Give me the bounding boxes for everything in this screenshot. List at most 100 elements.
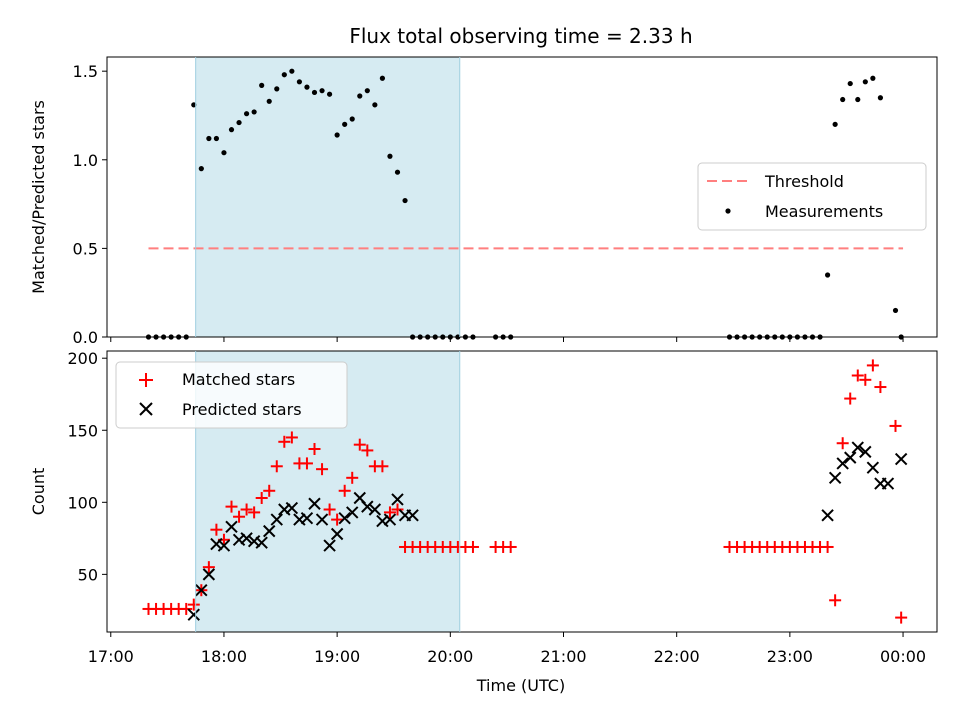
measurement-point [394,169,401,175]
matched-star-point [821,540,834,553]
predicted-star-point [323,539,336,552]
predicted-star-point [338,511,351,525]
y-axis-label-top: Matched/Predicted stars [29,100,48,294]
matched-star-point [285,431,298,444]
predicted-star-point [881,477,895,490]
matched-star-point [353,438,366,451]
matched-star-point [308,442,321,455]
matched-star-point [180,602,193,615]
matched-star-point [361,444,374,457]
x-tick-label: 21:00 [540,647,586,666]
x-tick-label: 22:00 [654,647,700,666]
measurement-point [892,307,899,314]
measurement-point [847,80,853,87]
matched-star-point [383,506,396,519]
predicted-star-point [346,506,359,519]
x-tick-label: 18:00 [201,647,247,666]
predicted-x-b [821,509,834,522]
predicted-star-point [308,497,321,510]
matched-star-point [346,471,359,484]
predicted-x-b [232,533,246,546]
predicted-x-b [255,536,268,549]
predicted-x-b [315,513,329,526]
measurement-point [296,79,303,85]
predicted-star-point [285,501,299,515]
y-tick-label: 0.0 [73,328,98,347]
predicted-x-b [187,608,200,621]
measurement-point [251,109,257,115]
y-tick-label: 0.5 [73,239,98,258]
measurement-point [274,86,280,92]
chart-title: Flux total observing time = 2.33 h [349,24,692,48]
predicted-x-b [866,461,880,474]
legend-box-bottom [115,361,348,429]
predicted-x-b [851,441,864,454]
y-axis-label-bottom: Count [29,468,48,516]
measurement-point [349,116,355,122]
predicted-star-point [300,511,314,525]
matched-star-point [255,491,268,504]
matched-star-point [240,503,253,516]
measurement-point [372,102,378,108]
matched-star-point [300,457,313,470]
predicted-star-point [195,584,208,597]
y-tick-label: 100 [67,493,98,512]
measurement-point [357,93,363,99]
measurement-point [877,95,884,101]
x-axis-label: Time (UTC) [476,676,565,695]
predicted-x-b [293,513,306,526]
predicted-star-point [894,452,908,466]
predicted-x-b [383,513,397,526]
matched-star-point [466,540,479,553]
predicted-star-point [263,524,276,538]
measurement-point [855,96,861,103]
x-tick-label: 00:00 [880,647,926,666]
predicted-x-b [195,584,208,597]
measurement-point [206,135,212,142]
predicted-x-b [202,568,216,581]
matched-star-point [331,513,344,526]
legend-threshold-label: Threshold [764,172,844,191]
matched-star-point [836,437,849,450]
predicted-star-point [866,461,880,474]
measurement-point [402,197,408,204]
legend-measurement-swatch [725,208,731,214]
predicted-star-point [821,509,834,522]
predicted-x-b [270,513,283,526]
matched-star-point [225,500,238,513]
predicted-star-point [240,532,253,545]
predicted-star-point [391,493,404,506]
predicted-x-b [330,527,344,541]
matched-star-point [851,369,864,382]
predicted-x-b [361,500,374,513]
y-tick-label: 200 [67,349,98,368]
x-tick-label: 19:00 [314,647,360,666]
measurement-point [326,91,333,97]
x-tick-label: 23:00 [767,647,813,666]
matched-star-point [323,503,336,516]
x-tick-label: 17:00 [88,647,134,666]
matched-star-point [829,594,842,607]
matched-star-point [504,540,517,553]
predicted-star-point [270,513,283,526]
matched-star-point [278,435,291,448]
predicted-x-b [225,520,238,534]
predicted-star-point [255,536,268,549]
matched-star-point [376,460,389,473]
matched-star-point [202,561,215,574]
measurement-point [198,166,204,172]
measurement-point [334,132,340,138]
predicted-star-point [330,527,344,541]
measurement-point [289,68,295,74]
measurement-point [870,75,876,81]
predicted-star-point [361,500,374,513]
predicted-x-b [240,532,253,545]
matched-star-point [866,359,879,372]
measurement-point [832,121,838,127]
y-tick-label: 50 [78,565,98,584]
matched-star-points [142,359,908,624]
y-tick-label: 1.0 [73,151,98,170]
predicted-star-point [368,503,382,516]
